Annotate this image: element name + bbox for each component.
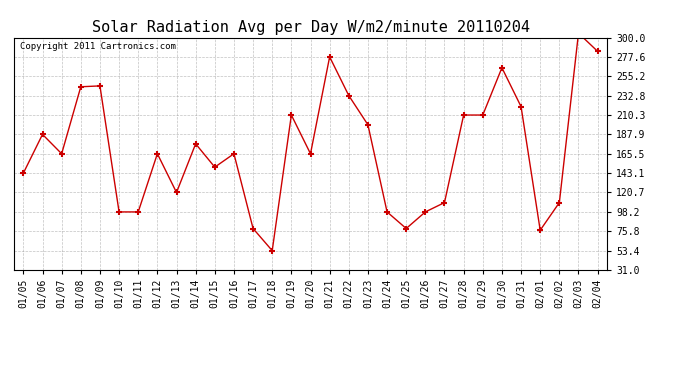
Title: Solar Radiation Avg per Day W/m2/minute 20110204: Solar Radiation Avg per Day W/m2/minute … <box>92 20 529 35</box>
Text: Copyright 2011 Cartronics.com: Copyright 2011 Cartronics.com <box>20 42 176 51</box>
